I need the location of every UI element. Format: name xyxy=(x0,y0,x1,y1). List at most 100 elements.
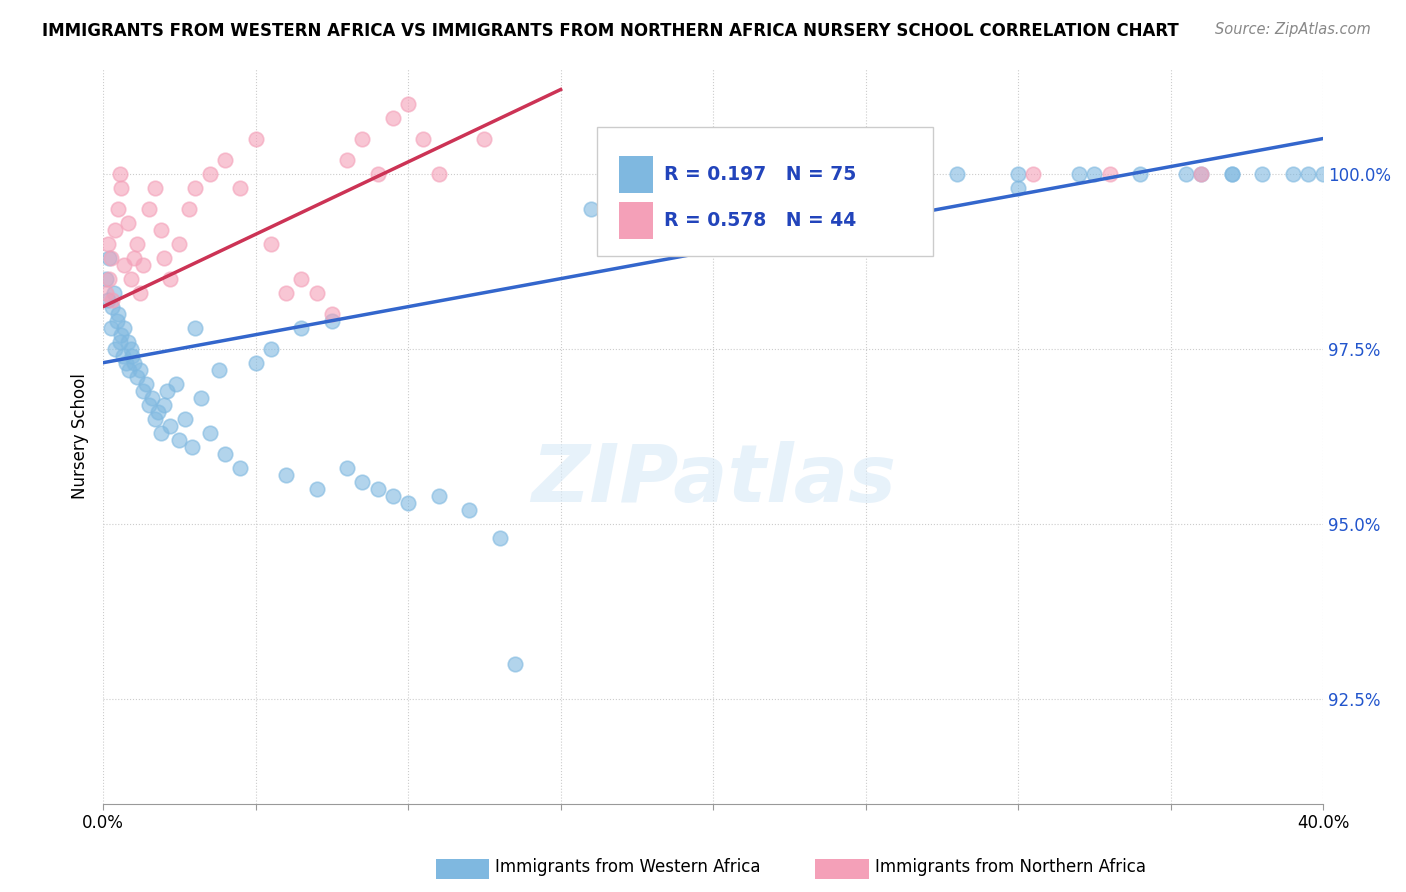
Point xyxy=(488,531,510,545)
Point xyxy=(96,285,118,300)
Point xyxy=(396,96,419,111)
Point xyxy=(128,285,150,300)
Text: R = 0.578   N = 44: R = 0.578 N = 44 xyxy=(664,211,856,230)
Point xyxy=(1220,167,1243,181)
Text: Immigrants from Northern Africa: Immigrants from Northern Africa xyxy=(875,858,1146,876)
Point xyxy=(96,271,118,285)
Point xyxy=(579,202,602,216)
Bar xyxy=(619,202,654,238)
Point xyxy=(352,475,374,489)
Point xyxy=(138,398,160,412)
Point xyxy=(120,271,142,285)
Point xyxy=(101,300,124,314)
Point xyxy=(190,391,212,405)
Point xyxy=(125,236,148,251)
Point xyxy=(122,251,145,265)
Point xyxy=(121,349,143,363)
Point xyxy=(169,236,191,251)
Text: Immigrants from Western Africa: Immigrants from Western Africa xyxy=(495,858,761,876)
Point xyxy=(153,398,176,412)
FancyBboxPatch shape xyxy=(598,128,932,256)
Point xyxy=(946,167,969,181)
Point xyxy=(97,236,120,251)
Point xyxy=(143,180,166,194)
Point xyxy=(305,482,328,496)
Point xyxy=(884,167,907,181)
Point xyxy=(159,271,181,285)
Point xyxy=(276,285,298,300)
Point xyxy=(108,167,131,181)
Point xyxy=(458,503,481,517)
Point xyxy=(352,131,374,145)
Point xyxy=(336,153,359,167)
Y-axis label: Nursery School: Nursery School xyxy=(72,374,89,500)
Point xyxy=(104,222,127,236)
Point xyxy=(305,285,328,300)
Point xyxy=(138,202,160,216)
Point xyxy=(412,131,434,145)
Point xyxy=(118,362,141,376)
Point xyxy=(132,384,155,398)
Text: Source: ZipAtlas.com: Source: ZipAtlas.com xyxy=(1215,22,1371,37)
Point xyxy=(1022,167,1045,181)
Point xyxy=(103,285,125,300)
Point xyxy=(367,482,389,496)
Point xyxy=(97,293,120,307)
Text: IMMIGRANTS FROM WESTERN AFRICA VS IMMIGRANTS FROM NORTHERN AFRICA NURSERY SCHOOL: IMMIGRANTS FROM WESTERN AFRICA VS IMMIGR… xyxy=(42,22,1178,40)
Point xyxy=(198,425,221,440)
Point xyxy=(100,251,122,265)
Point xyxy=(214,447,236,461)
Point xyxy=(1129,167,1152,181)
Point xyxy=(1069,167,1091,181)
Point xyxy=(1098,167,1121,181)
Point xyxy=(180,440,202,454)
Point xyxy=(1189,167,1212,181)
Point xyxy=(117,216,139,230)
Point xyxy=(474,131,496,145)
Point xyxy=(117,334,139,349)
Point xyxy=(114,258,136,272)
Point xyxy=(1007,180,1029,194)
Point xyxy=(135,376,157,391)
Point xyxy=(336,460,359,475)
Point xyxy=(177,202,200,216)
Point xyxy=(381,111,404,125)
Point xyxy=(159,418,181,433)
Point xyxy=(114,320,136,334)
Point xyxy=(111,349,134,363)
Point xyxy=(260,342,283,356)
Point xyxy=(150,425,173,440)
Point xyxy=(276,467,298,482)
Point xyxy=(100,320,122,334)
Point xyxy=(104,342,127,356)
Bar xyxy=(619,156,654,193)
Point xyxy=(427,489,450,503)
Point xyxy=(229,460,252,475)
Point xyxy=(396,496,419,510)
Point xyxy=(427,167,450,181)
Point xyxy=(214,153,236,167)
Point xyxy=(132,258,155,272)
Point xyxy=(198,167,221,181)
Point xyxy=(115,356,138,370)
Point xyxy=(98,251,121,265)
Point xyxy=(1174,167,1197,181)
Text: R = 0.197   N = 75: R = 0.197 N = 75 xyxy=(664,165,856,184)
Point xyxy=(183,180,205,194)
Point xyxy=(105,314,128,328)
Point xyxy=(1189,167,1212,181)
Point xyxy=(367,167,389,181)
Point xyxy=(107,307,129,321)
Point xyxy=(183,320,205,334)
Point xyxy=(1220,167,1243,181)
Point xyxy=(174,411,197,425)
Point xyxy=(110,180,132,194)
Point xyxy=(108,334,131,349)
Point xyxy=(125,369,148,384)
Point xyxy=(245,131,267,145)
Point xyxy=(153,251,176,265)
Point xyxy=(165,376,187,391)
Point xyxy=(824,173,846,187)
Point xyxy=(146,405,169,419)
Point xyxy=(156,384,179,398)
